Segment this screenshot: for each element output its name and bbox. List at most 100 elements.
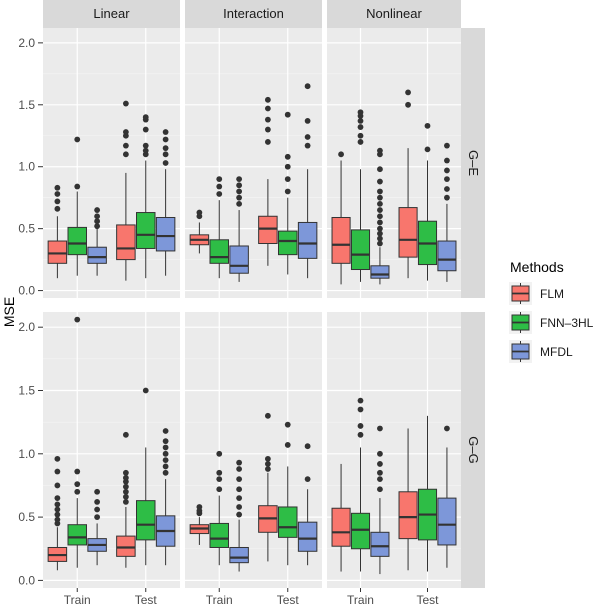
box-body [370,531,390,557]
box-fnn-3hl-test [417,122,438,281]
outlier-point [122,142,129,149]
outlier-point [444,176,450,183]
outlier-point [162,469,169,476]
outlier-point [357,397,364,404]
outlier-point [424,146,431,153]
outlier-point [357,431,364,438]
outlier-point [264,126,271,133]
outlier-point [377,219,383,226]
outlier-point [377,207,383,213]
outlier-point [377,188,383,195]
y-tick-label: 0.0 [18,284,35,298]
legend-entry-flm: FLM [509,282,564,305]
outlier-point [162,428,169,434]
outlier-point [54,468,61,475]
facet-strips: Linear Interaction Nonlinear G–E G–G [43,0,485,588]
facet-panel [185,28,322,298]
box-flm-train [189,504,210,545]
outlier-point [264,96,271,103]
y-tick-label: 2.0 [18,36,35,50]
box-mfdl-train [229,459,249,572]
outlier-point [264,412,271,419]
legend-label: FLM [540,287,564,301]
outlier-point [94,506,101,513]
box-mfdl-test [437,425,457,568]
outlier-point [304,476,311,483]
y-tick-label: 0.5 [18,222,35,236]
x-axis: Train Test Train Test Train Test [64,588,439,605]
outlier-point [94,213,101,220]
outlier-point [405,101,411,108]
outlier-point [196,209,203,216]
box-flm-test [116,100,136,281]
outlier-point [304,134,311,140]
outlier-point [122,488,129,495]
outlier-point [236,200,243,207]
box-body [350,229,371,271]
legend-entry-mfdl: MFDL [509,340,573,363]
outlier-point [54,495,61,502]
box-flm-train [331,151,351,285]
box-fnn-3hl-test [278,421,298,566]
y-axes: 0.0 0.5 1.0 1.5 2.0 0.0 0.5 1.0 1.5 2.0 [18,36,43,587]
box-body [209,239,229,264]
outlier-point [162,145,169,152]
outlier-point [236,476,243,483]
box-body [297,221,318,259]
outlier-point [74,488,81,495]
y-tick-label: 0.0 [18,573,35,587]
facet-strip-label: Interaction [223,6,284,21]
outlier-point [377,450,383,457]
outlier-point [284,188,291,195]
y-tick-label: 1.0 [18,447,35,461]
box-mfdl-train [229,176,249,282]
facet-strip-linear [43,0,180,28]
box-body [258,215,278,245]
outlier-point [284,153,291,160]
outlier-point [264,461,271,467]
outlier-point [377,461,383,467]
outlier-point [142,114,149,121]
box-fnn-3hl-test [278,111,298,275]
facet-panel [43,28,180,298]
outlier-point [377,200,383,207]
box-mfdl-train [370,425,390,575]
outlier-point [236,459,243,466]
outlier-point [377,230,383,237]
outlier-point [162,444,169,451]
box-flm-train [47,184,68,279]
outlier-point [264,105,271,112]
outlier-point [444,186,450,192]
outlier-point [196,504,203,510]
outlier-point [122,499,129,505]
facet-strip-row-label: G–G [466,436,481,463]
box-fnn-3hl-train [67,136,87,276]
outlier-point [54,191,61,197]
outlier-point [405,89,411,96]
box-body [398,491,418,540]
outlier-point [357,117,364,124]
outlier-point [236,504,243,510]
y-tick-label: 0.5 [18,510,35,524]
box-mfdl-train [87,207,107,276]
outlier-point [54,511,61,518]
box-body [278,506,298,538]
outlier-point [162,463,169,470]
outlier-point [236,194,243,201]
outlier-point [264,116,271,123]
outlier-point [264,139,271,145]
facet-strip-row [461,312,485,588]
box-mfdl-test [437,142,457,282]
box-fnn-3hl-train [350,397,371,572]
box-body [47,240,68,264]
outlier-point [122,493,129,500]
outlier-point [94,223,101,230]
outlier-point [122,469,129,476]
box-mfdl-train [87,488,107,566]
outlier-point [142,147,149,154]
box-fnn-3hl-train [67,316,87,568]
box-body [297,521,318,552]
facet-strip-row-label: G–E [466,150,481,176]
outlier-point [424,122,431,129]
box-flm-test [116,431,136,568]
